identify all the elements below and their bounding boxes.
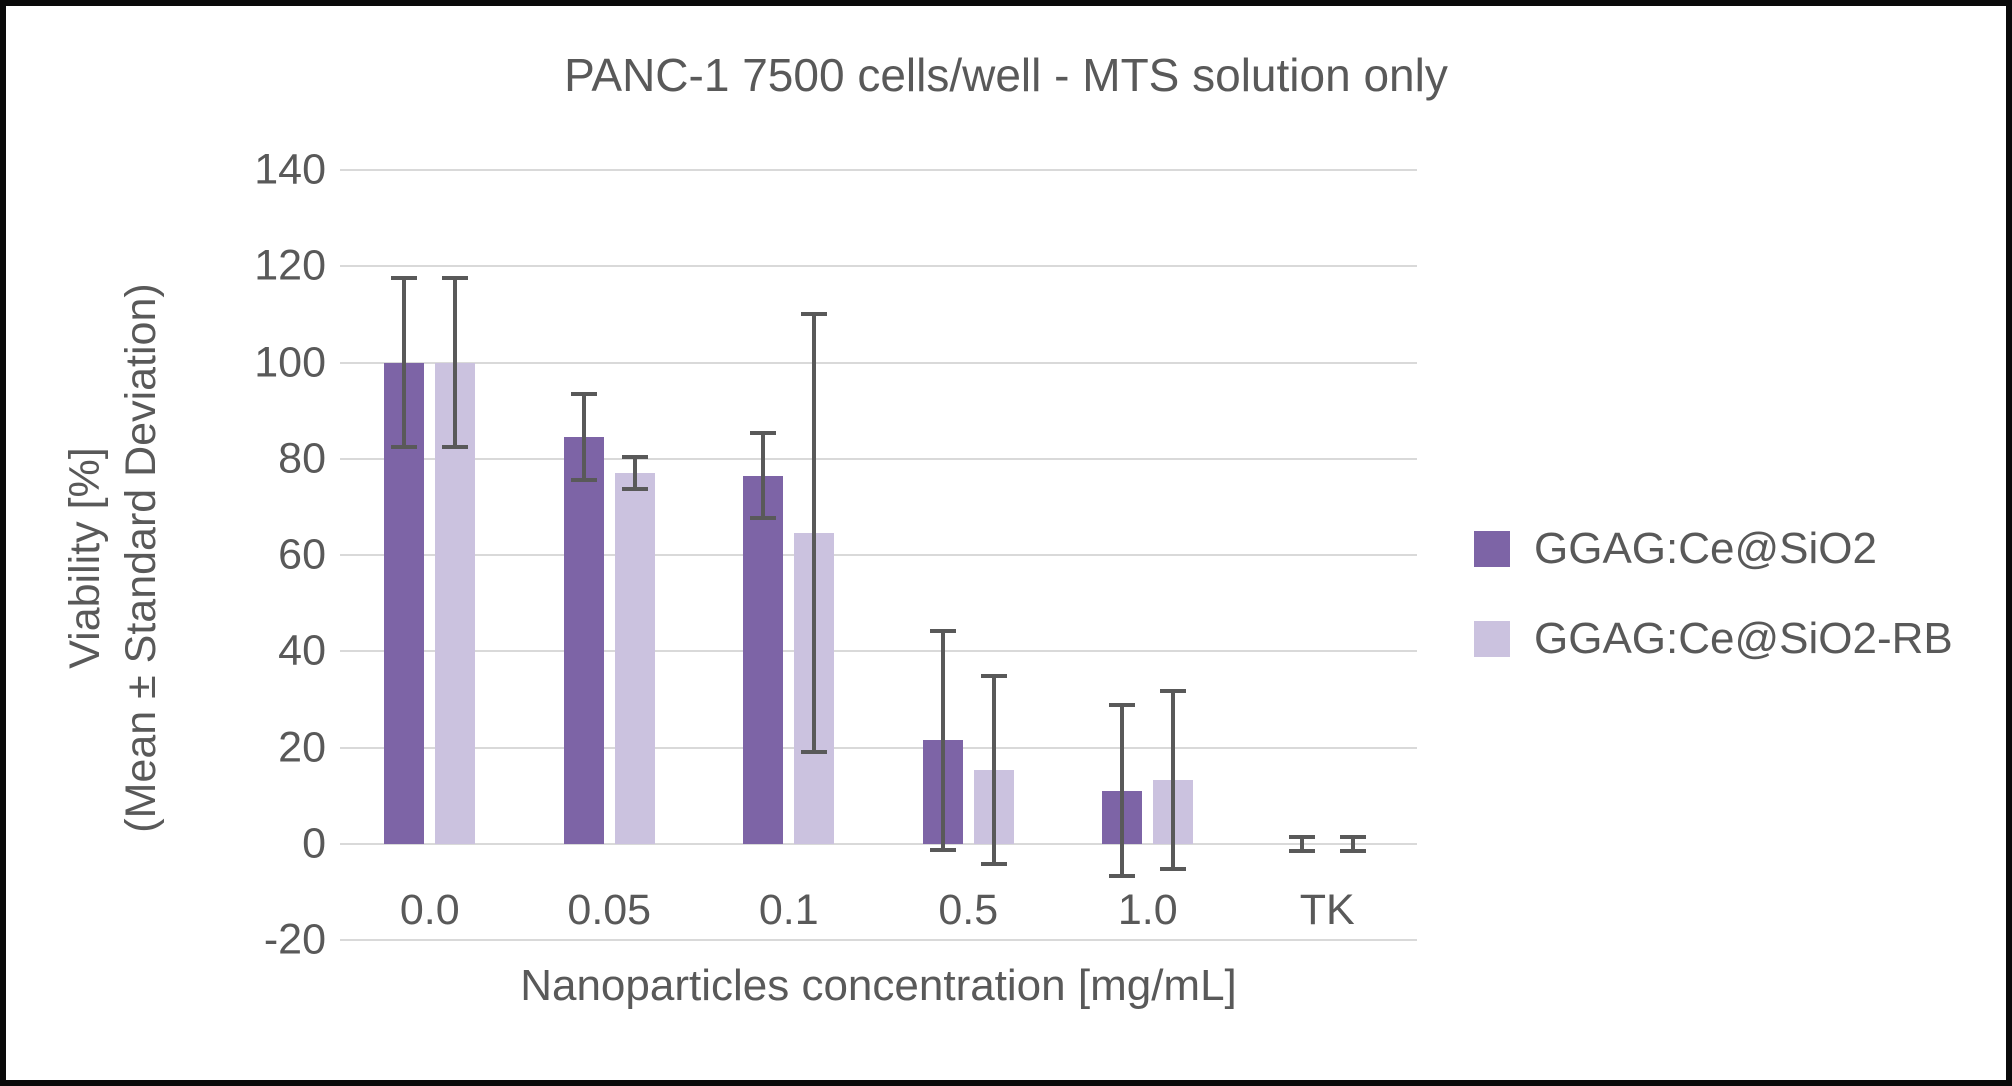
error-cap-top-s1-0.0 [391, 275, 418, 280]
error-cap-bottom-s2-1.0 [1160, 866, 1187, 871]
error-bar-s1-1.0 [1120, 705, 1125, 877]
error-bar-s1-0.05 [581, 393, 586, 481]
error-cap-top-s1-0.5 [929, 629, 956, 634]
error-bar-s1-0.5 [940, 631, 945, 850]
x-tick-label-0.1: 0.1 [758, 885, 819, 934]
gridline--20 [340, 939, 1417, 941]
chart-title: PANC-1 7500 cells/well - MTS solution on… [564, 49, 1448, 101]
x-axis-title: Nanoparticles concentration [mg/mL] [520, 961, 1237, 1010]
error-bar-s2-0.1 [812, 314, 817, 753]
error-cap-top-s1-0.05 [570, 391, 597, 396]
error-cap-top-s2-0.5 [980, 674, 1007, 679]
error-cap-bottom-s1-1.0 [1109, 874, 1136, 879]
legend-item-1: GGAG:Ce@SiO2 [1474, 524, 1953, 574]
y-tick-label-60: 60 [278, 530, 326, 579]
error-cap-bottom-s2-0.05 [621, 487, 648, 492]
x-tick-label-0.5: 0.5 [938, 885, 999, 934]
legend-label-2: GGAG:Ce@SiO2-RB [1534, 614, 1953, 663]
y-tick-label-140: 140 [254, 145, 326, 194]
error-cap-top-s2-0.0 [442, 275, 469, 280]
y-tick-label-20: 20 [278, 723, 326, 771]
error-cap-bottom-s1-0.1 [750, 515, 777, 520]
legend-label-1: GGAG:Ce@SiO2 [1534, 524, 1877, 573]
error-cap-bottom-s1-TK [1288, 848, 1315, 853]
y-tick-label--20: -20 [263, 915, 326, 964]
error-cap-bottom-s2-0.5 [980, 861, 1007, 866]
y-axis-title-line1: Viability [%] [61, 447, 109, 669]
error-bar-s1-0.0 [402, 277, 407, 448]
y-tick-label-40: 40 [278, 626, 326, 675]
error-cap-top-s1-0.1 [750, 431, 777, 436]
error-cap-top-s2-1.0 [1160, 688, 1187, 693]
error-bar-s2-0.5 [991, 676, 996, 864]
gridline-100 [340, 361, 1417, 364]
error-cap-top-s1-TK [1288, 834, 1315, 839]
x-tick-label-1.0: 1.0 [1117, 885, 1178, 934]
gridline-60 [340, 554, 1417, 556]
gridline-120 [340, 265, 1417, 268]
error-bar-s2-TK [1350, 836, 1355, 851]
y-tick-label-100: 100 [254, 338, 326, 386]
y-tick-label-0: 0 [302, 819, 326, 868]
error-cap-top-s2-0.1 [801, 312, 828, 317]
y-axis-tick-labels: 140 120 100 80 60 40 20 0 -20 [156, 146, 326, 964]
error-cap-top-s1-1.0 [1109, 703, 1136, 708]
error-cap-bottom-s2-0.1 [801, 750, 828, 755]
error-bar-s2-0.05 [632, 457, 637, 490]
bar-s2-0.05 [614, 473, 655, 844]
x-tick-label-0.05: 0.05 [567, 885, 652, 934]
error-bar-s2-1.0 [1171, 690, 1176, 869]
gridline-40 [340, 650, 1417, 653]
legend-item-2: GGAG:Ce@SiO2-RB [1474, 614, 1953, 664]
x-tick-label-0.0: 0.0 [399, 885, 460, 934]
error-cap-bottom-s2-TK [1339, 848, 1366, 853]
x-tick-label-TK: TK [1299, 885, 1355, 934]
error-bar-s2-0.0 [453, 277, 458, 448]
y-tick-label-120: 120 [254, 241, 326, 290]
legend: GGAG:Ce@SiO2 GGAG:Ce@SiO2-RB [1474, 524, 1953, 664]
error-cap-top-s2-0.05 [621, 455, 648, 460]
gridline-80 [340, 457, 1417, 460]
bar-s1-0.1 [743, 475, 784, 844]
error-cap-top-s2-TK [1339, 834, 1366, 839]
gridline-20 [340, 746, 1417, 749]
error-bar-s1-0.1 [761, 433, 766, 518]
error-cap-bottom-s1-0.0 [391, 445, 418, 450]
error-cap-bottom-s1-0.05 [570, 478, 597, 483]
error-cap-bottom-s2-0.0 [442, 445, 469, 450]
gridline-0 [340, 842, 1417, 845]
gridline-140 [340, 169, 1417, 171]
legend-swatch-icon [1474, 531, 1510, 567]
bar-s1-0.05 [563, 437, 604, 844]
error-cap-bottom-s1-0.5 [929, 847, 956, 852]
legend-swatch-icon [1474, 621, 1510, 657]
error-bar-s1-TK [1299, 836, 1304, 851]
y-tick-label-80: 80 [278, 434, 326, 483]
plot-area: 0.0 0.05 0.1 0.5 1.0 TK [340, 169, 1417, 941]
